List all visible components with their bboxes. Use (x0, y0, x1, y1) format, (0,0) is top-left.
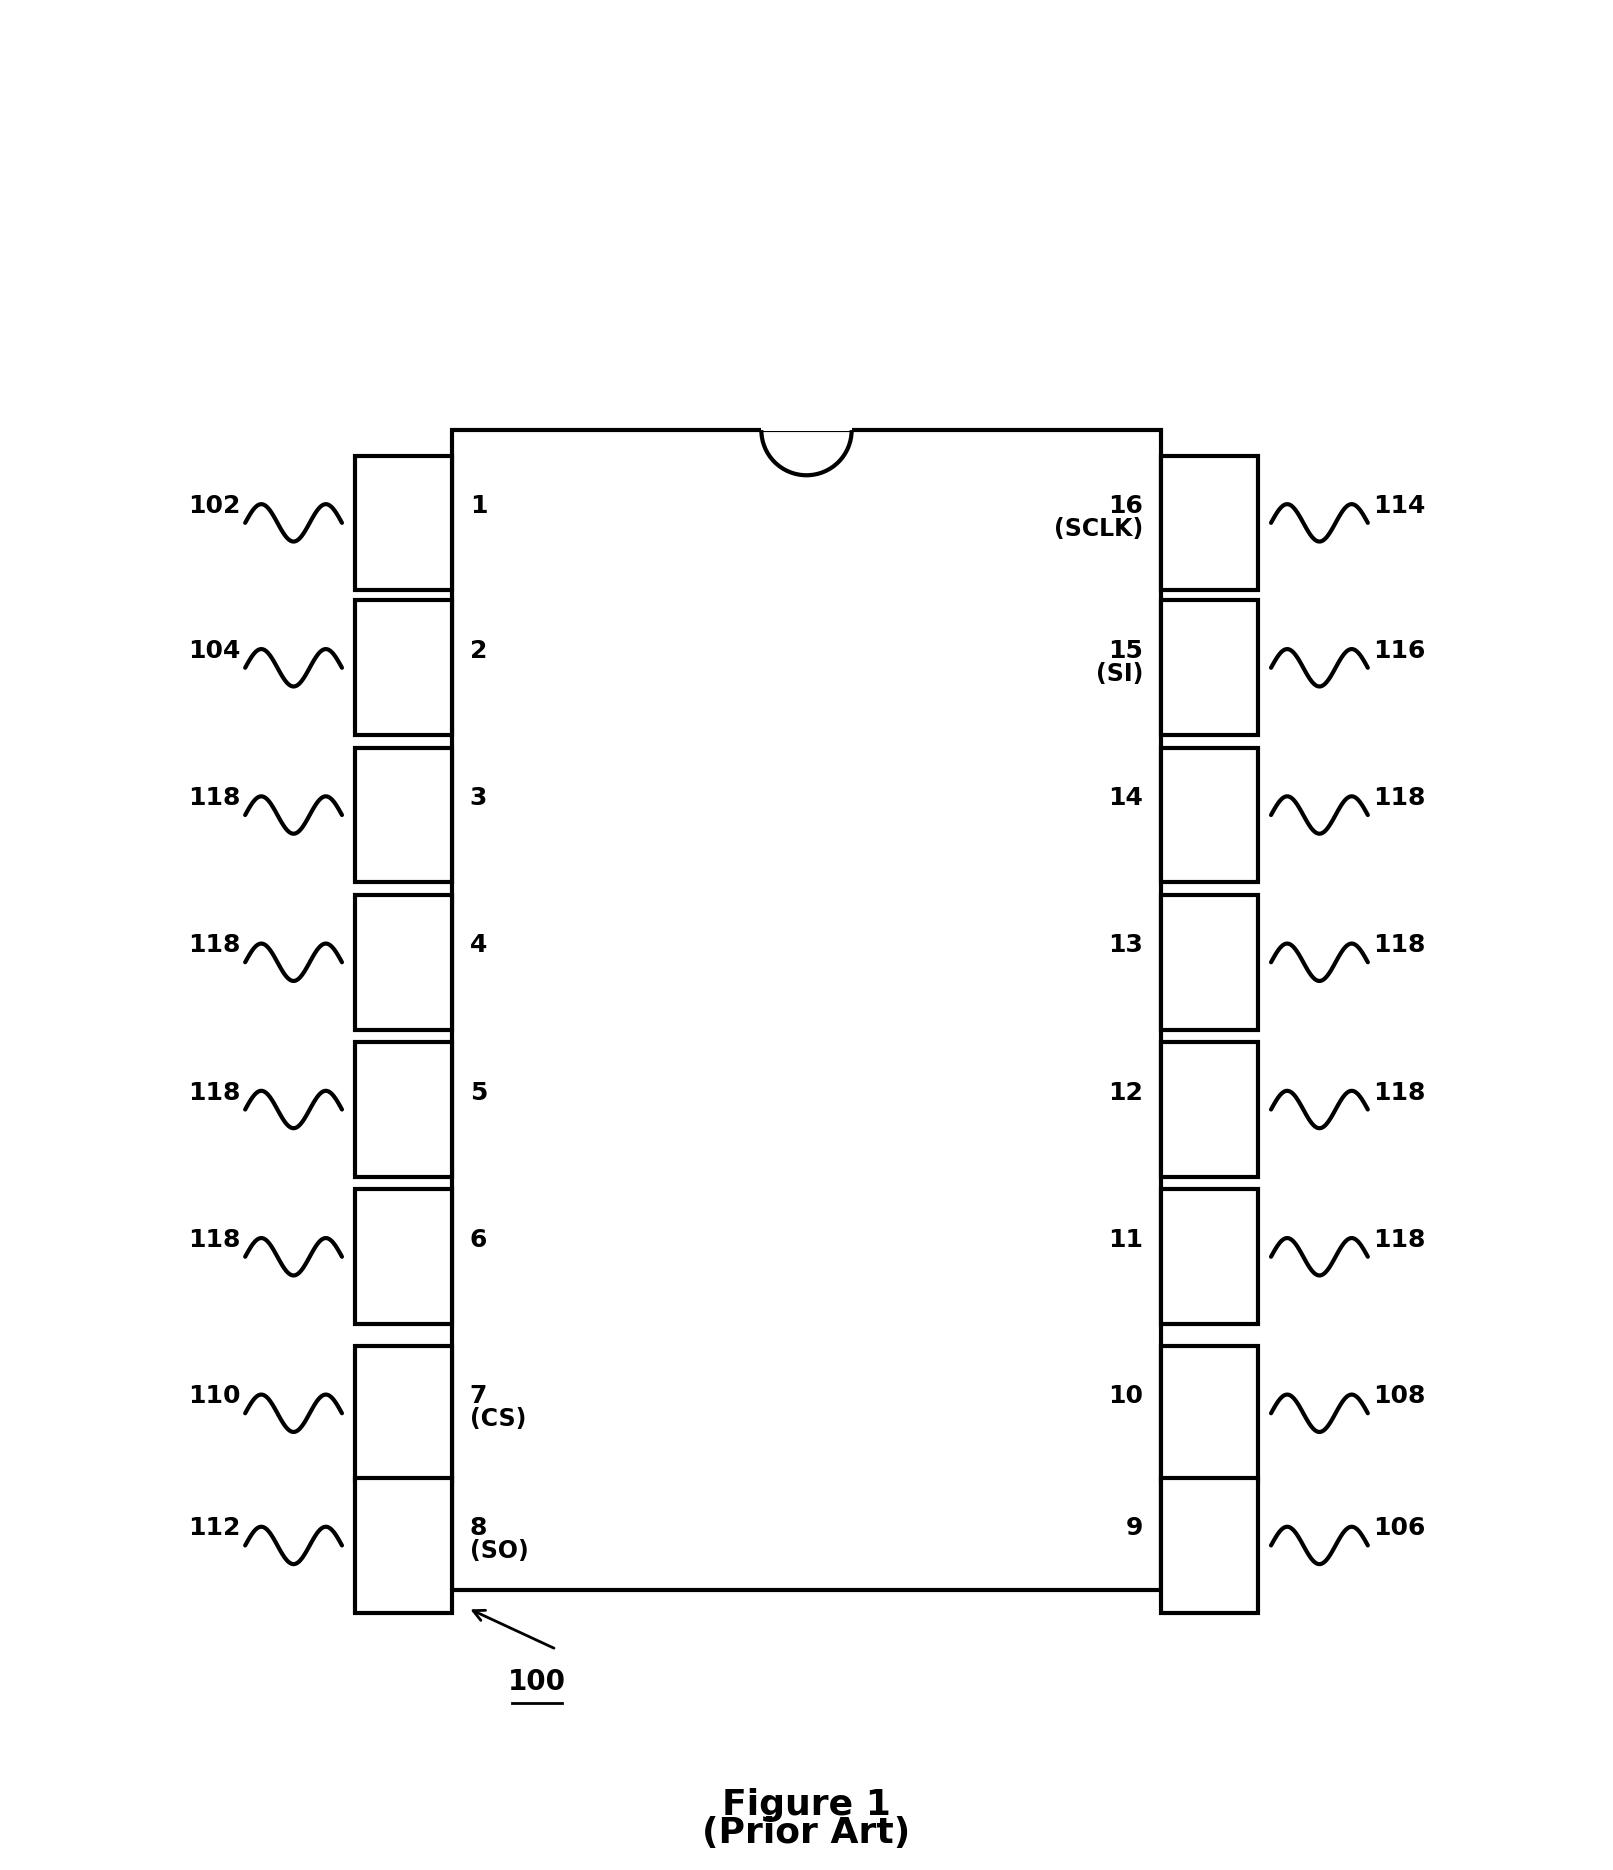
Bar (1161, 1042, 1258, 1176)
Text: 118: 118 (187, 933, 240, 957)
Text: 10: 10 (1108, 1384, 1144, 1408)
Text: (SO): (SO) (469, 1539, 529, 1563)
Bar (355, 456, 452, 591)
Text: Figure 1: Figure 1 (723, 1788, 890, 1821)
Text: (SI): (SI) (1095, 662, 1144, 686)
Text: 112: 112 (187, 1517, 240, 1541)
Bar (355, 896, 452, 1030)
Text: (CS): (CS) (469, 1408, 526, 1431)
Text: 13: 13 (1108, 933, 1144, 957)
Text: 118: 118 (187, 1229, 240, 1251)
Bar (1161, 456, 1258, 591)
Text: 16: 16 (1108, 494, 1144, 518)
Bar (1161, 896, 1258, 1030)
Bar (1161, 600, 1258, 735)
Bar (355, 748, 452, 883)
Text: 118: 118 (1373, 933, 1426, 957)
Bar (761, 381, 852, 432)
Text: 2: 2 (469, 640, 487, 662)
Text: 118: 118 (1373, 1081, 1426, 1105)
Text: 12: 12 (1108, 1081, 1144, 1105)
Text: 6: 6 (469, 1229, 487, 1251)
Text: 8: 8 (469, 1517, 487, 1541)
Bar (452, 430, 1161, 1590)
Bar (355, 1042, 452, 1176)
Text: 114: 114 (1373, 494, 1426, 518)
Text: (SCLK): (SCLK) (1055, 516, 1144, 540)
Text: 9: 9 (1126, 1517, 1144, 1541)
Text: 100: 100 (508, 1668, 566, 1696)
Bar (355, 1189, 452, 1324)
Bar (1161, 1477, 1258, 1612)
Text: (Prior Art): (Prior Art) (702, 1816, 911, 1849)
Text: 116: 116 (1373, 640, 1426, 662)
Text: 15: 15 (1108, 640, 1144, 662)
Text: 4: 4 (469, 933, 487, 957)
Text: 106: 106 (1373, 1517, 1426, 1541)
Text: 7: 7 (469, 1384, 487, 1408)
Text: 104: 104 (187, 640, 240, 662)
Text: 14: 14 (1108, 785, 1144, 810)
Text: 118: 118 (1373, 1229, 1426, 1251)
Text: 11: 11 (1108, 1229, 1144, 1251)
Text: 118: 118 (1373, 785, 1426, 810)
Bar (1161, 1346, 1258, 1481)
Bar (1161, 748, 1258, 883)
Bar (355, 600, 452, 735)
Bar (355, 1346, 452, 1481)
Text: 1: 1 (469, 494, 487, 518)
Bar (355, 1477, 452, 1612)
Text: 5: 5 (469, 1081, 487, 1105)
Text: 3: 3 (469, 785, 487, 810)
Text: 118: 118 (187, 1081, 240, 1105)
Text: 102: 102 (187, 494, 240, 518)
Text: 108: 108 (1373, 1384, 1426, 1408)
Text: 110: 110 (187, 1384, 240, 1408)
Text: 118: 118 (187, 785, 240, 810)
Bar (1161, 1189, 1258, 1324)
